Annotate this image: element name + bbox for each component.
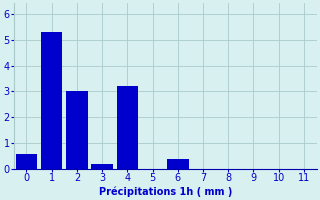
X-axis label: Précipitations 1h ( mm ): Précipitations 1h ( mm ) — [99, 186, 232, 197]
Bar — [167, 159, 188, 169]
Bar — [41, 32, 62, 169]
Bar — [66, 91, 88, 169]
Bar — [117, 86, 138, 169]
Bar — [92, 164, 113, 169]
Bar — [16, 154, 37, 169]
